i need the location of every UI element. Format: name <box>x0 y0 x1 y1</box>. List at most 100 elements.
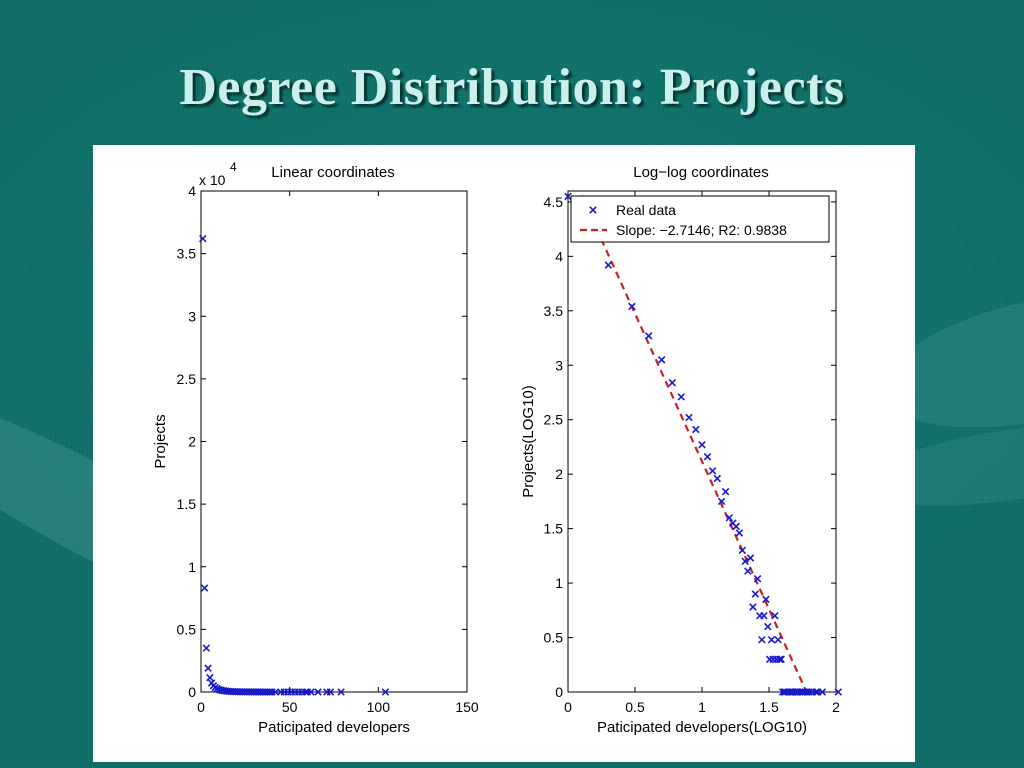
data-point <box>668 378 677 387</box>
linear-chart: 0 50 100 150 0 0.5 1 1.5 2 2.5 3 3.5 4 Linear coordin… <box>152 160 479 736</box>
marker-stroke <box>314 688 322 696</box>
y-tick-label: 1.5 <box>177 496 197 512</box>
data-point <box>738 546 747 555</box>
marker-stroke <box>708 467 717 475</box>
data-series <box>199 234 390 696</box>
y-tick-label: 0.5 <box>544 630 564 646</box>
marker-stroke <box>692 425 700 434</box>
marker-stroke <box>818 688 827 696</box>
marker-stroke <box>337 688 345 696</box>
legend-marker-icon <box>589 206 597 214</box>
data-point <box>381 688 390 696</box>
data-point <box>774 635 782 644</box>
marker-stroke <box>771 611 779 620</box>
data-point <box>753 574 762 583</box>
marker-stroke <box>381 688 390 696</box>
marker-stroke <box>764 622 772 631</box>
marker-stroke <box>767 635 776 644</box>
y-tick-label: 2 <box>555 466 563 482</box>
data-point <box>199 234 207 243</box>
data-point <box>200 584 209 592</box>
exponent-label: x 10 <box>199 172 226 188</box>
marker-stroke <box>703 452 712 461</box>
marker-stroke <box>202 644 211 652</box>
marker-stroke <box>762 595 770 604</box>
marker-stroke <box>735 529 744 537</box>
data-point <box>812 688 820 696</box>
y-tick-label: 2.5 <box>544 412 564 428</box>
data-point <box>206 673 214 682</box>
data-point <box>721 487 730 496</box>
data-point <box>657 356 666 364</box>
data-point <box>778 688 787 696</box>
legend-label: Slope: −2.7146; R2: 0.9838 <box>616 222 787 238</box>
data-point <box>732 522 740 531</box>
y-axis-label: Projects <box>152 414 169 468</box>
marker-stroke <box>564 192 572 201</box>
data-point <box>698 441 706 449</box>
marker-stroke <box>307 688 315 696</box>
axes-box <box>200 190 468 693</box>
data-point <box>775 655 784 664</box>
y-axis-label: Projects(LOG10) <box>520 385 537 498</box>
y-tick-label: 1.5 <box>544 521 564 537</box>
marker-stroke <box>738 546 747 555</box>
marker-stroke <box>749 603 757 611</box>
data-series <box>564 192 843 696</box>
marker-stroke <box>677 393 685 401</box>
x-tick-label: 150 <box>455 699 479 715</box>
marker-stroke <box>778 688 787 696</box>
data-point <box>326 688 335 696</box>
marker-stroke <box>775 655 784 664</box>
data-point <box>685 413 693 422</box>
y-tick-label: 4 <box>188 183 196 199</box>
marker-stroke <box>721 487 730 496</box>
data-point <box>777 655 785 664</box>
marker-stroke <box>685 413 693 422</box>
y-tick-label: 0 <box>555 684 563 700</box>
y-tick-label: 3.5 <box>544 303 564 319</box>
data-point <box>717 497 726 506</box>
data-point <box>767 635 776 644</box>
legend-box <box>570 195 830 243</box>
y-tick-label: 0 <box>188 684 196 700</box>
slide-title: Degree Distribution: Projects <box>179 59 845 116</box>
y-tick-label: 1 <box>555 575 563 591</box>
marker-stroke <box>744 567 752 575</box>
loglog-chart: 0 0.5 1 1.5 2 0 0.5 1 1.5 2 2.5 3 3.5 4 4.5 Log−log coo… <box>520 164 843 736</box>
marker-stroke <box>604 261 613 269</box>
marker-stroke <box>760 611 768 620</box>
marker-stroke <box>758 635 766 644</box>
chart-title: Linear coordinates <box>271 164 394 181</box>
data-point <box>805 688 813 696</box>
x-tick-label: 100 <box>367 699 391 715</box>
marker-stroke <box>644 332 653 340</box>
x-tick-label: 0 <box>197 699 205 715</box>
marker-stroke <box>774 635 782 644</box>
x-tick-label: 2 <box>832 699 840 715</box>
data-point <box>604 261 613 269</box>
data-point <box>771 611 779 620</box>
chart-title: Log−log coordinates <box>633 164 769 181</box>
marker-stroke <box>204 664 212 672</box>
data-point <box>744 567 752 575</box>
y-tick-label: 1 <box>188 559 196 575</box>
marker-stroke <box>777 655 785 664</box>
data-point <box>758 635 766 644</box>
x-axis-label: Paticipated developers(LOG10) <box>597 719 807 736</box>
y-tick-label: 3 <box>555 357 563 373</box>
data-point <box>314 688 322 696</box>
y-tick-label: 2 <box>188 434 196 450</box>
data-point <box>692 425 700 434</box>
chart-figure: 0 50 100 150 0 0.5 1 1.5 2 2.5 3 3.5 4 Linear coordin… <box>152 160 843 736</box>
x-tick-label: 50 <box>282 699 298 715</box>
data-point <box>818 688 827 696</box>
data-point <box>713 474 722 483</box>
x-tick-label: 1 <box>698 699 706 715</box>
marker-stroke <box>214 685 223 694</box>
marker-stroke <box>753 574 762 583</box>
marker-stroke <box>657 356 666 364</box>
marker-stroke <box>751 590 760 598</box>
data-point <box>735 529 744 537</box>
data-point <box>741 557 749 566</box>
